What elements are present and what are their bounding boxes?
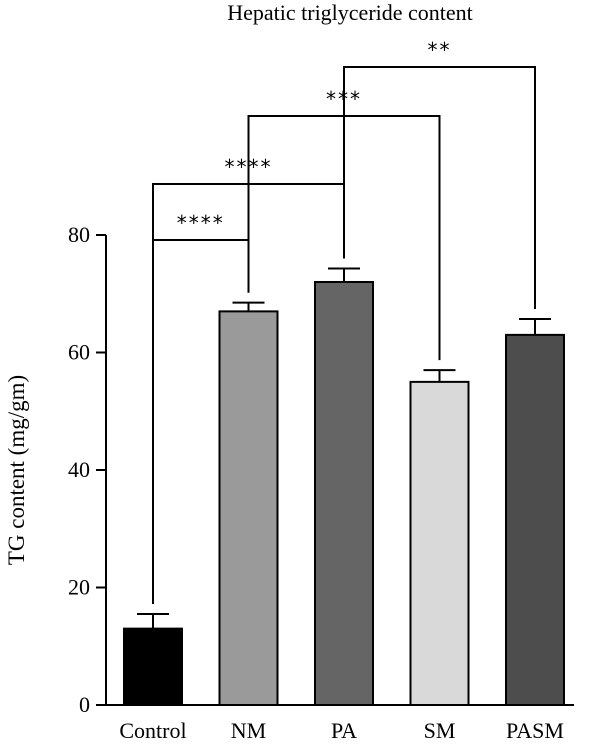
- x-axis-labels: Control NM PA SM PASM: [119, 718, 564, 743]
- x-category-label: SM: [424, 718, 456, 743]
- y-tick-label: 0: [79, 692, 90, 717]
- x-category-label: PA: [331, 718, 357, 743]
- bar-control: [123, 627, 183, 706]
- chart-title: Hepatic triglyceride content: [227, 0, 473, 25]
- x-category-label: PASM: [506, 718, 564, 743]
- x-category-label: NM: [231, 718, 266, 743]
- bars-group: [106, 267, 574, 706]
- x-category-label: Control: [119, 718, 186, 743]
- bar-pa: [314, 281, 374, 706]
- y-axis-label: TG content (mg/gm): [4, 375, 29, 565]
- significance-bracket: [343, 66, 536, 310]
- y-tick-label: 20: [68, 575, 90, 600]
- y-tick-label: 40: [68, 457, 90, 482]
- bar-sm: [409, 380, 470, 706]
- y-axis: 0 20 40 60 80: [68, 222, 107, 717]
- significance-brackets: *************: [152, 38, 536, 604]
- y-tick-label: 60: [68, 340, 90, 365]
- bar-nm: [218, 310, 279, 706]
- y-tick-label: 80: [68, 222, 90, 247]
- significance-label: ****: [177, 211, 225, 235]
- bar-pasm: [505, 333, 565, 706]
- significance-label: **: [428, 38, 452, 62]
